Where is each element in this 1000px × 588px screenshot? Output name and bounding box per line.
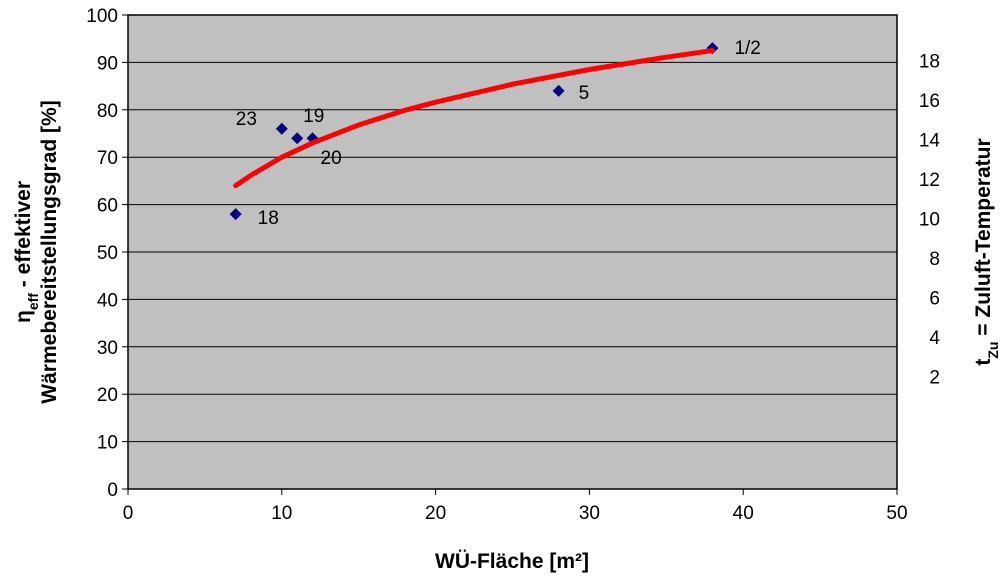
data-point bbox=[552, 84, 565, 97]
y-tick-label: 100 bbox=[86, 6, 118, 27]
y-tick-label: 70 bbox=[97, 148, 118, 169]
x-axis-title: WÜ-Fläche [m²] bbox=[435, 550, 589, 573]
y2-axis-title-part: Zu bbox=[985, 342, 1000, 359]
y-axis-title-part: Wärmebereitstellungsgrad [%] bbox=[38, 100, 61, 403]
x-tick-label: 10 bbox=[271, 503, 292, 524]
y-tick-label: 40 bbox=[97, 290, 118, 311]
point-label: 18 bbox=[258, 208, 279, 229]
point-label: 19 bbox=[303, 106, 324, 127]
y2-axis-title: tZu = Zuluft-Temperatur bbox=[972, 138, 1000, 365]
y2-tick-label: 10 bbox=[919, 209, 940, 230]
x-tick-label: 0 bbox=[123, 503, 134, 524]
y-tick-label: 30 bbox=[97, 338, 118, 359]
y-axis-title-part: - effektiver bbox=[12, 181, 35, 293]
y2-tick-label: 18 bbox=[919, 51, 940, 72]
y2-tick-label: 6 bbox=[929, 288, 940, 309]
point-label: 20 bbox=[321, 148, 342, 169]
x-tick-label: 30 bbox=[579, 503, 600, 524]
x-tick-label: 40 bbox=[733, 503, 754, 524]
y2-tick-label: 4 bbox=[929, 328, 940, 349]
point-label: 5 bbox=[579, 83, 590, 104]
y2-axis-title-part: t bbox=[972, 359, 995, 366]
y-tick-label: 90 bbox=[97, 53, 118, 74]
y-axis-title-part: eff bbox=[25, 293, 41, 310]
data-point bbox=[229, 208, 242, 221]
y2-tick-label: 12 bbox=[919, 170, 940, 191]
y-axis-title: ηeff - effektiver bbox=[12, 181, 41, 323]
trend-line bbox=[233, 48, 715, 189]
y2-tick-label: 8 bbox=[929, 249, 940, 270]
y-tick-label: 10 bbox=[97, 433, 118, 454]
x-tick-label: 20 bbox=[425, 503, 446, 524]
y2-tick-label: 2 bbox=[929, 367, 940, 388]
y-tick-label: 20 bbox=[97, 385, 118, 406]
data-point bbox=[291, 132, 304, 145]
y2-axis-title-part: = Zuluft-Temperatur bbox=[972, 138, 995, 341]
y2-tick-label: 16 bbox=[919, 91, 940, 112]
data-point bbox=[275, 122, 288, 135]
point-label: 23 bbox=[236, 109, 257, 130]
y-tick-label: 50 bbox=[97, 243, 118, 264]
y2-tick-label: 14 bbox=[919, 130, 941, 151]
y-tick-label: 80 bbox=[97, 101, 118, 122]
x-tick-label: 50 bbox=[886, 503, 907, 524]
y-axis-title: Wärmebereitstellungsgrad [%] bbox=[38, 100, 61, 403]
y-tick-label: 0 bbox=[107, 480, 118, 501]
point-label: 1/2 bbox=[734, 38, 760, 59]
y-axis-title-part: η bbox=[12, 310, 35, 323]
y-tick-label: 60 bbox=[97, 196, 118, 217]
